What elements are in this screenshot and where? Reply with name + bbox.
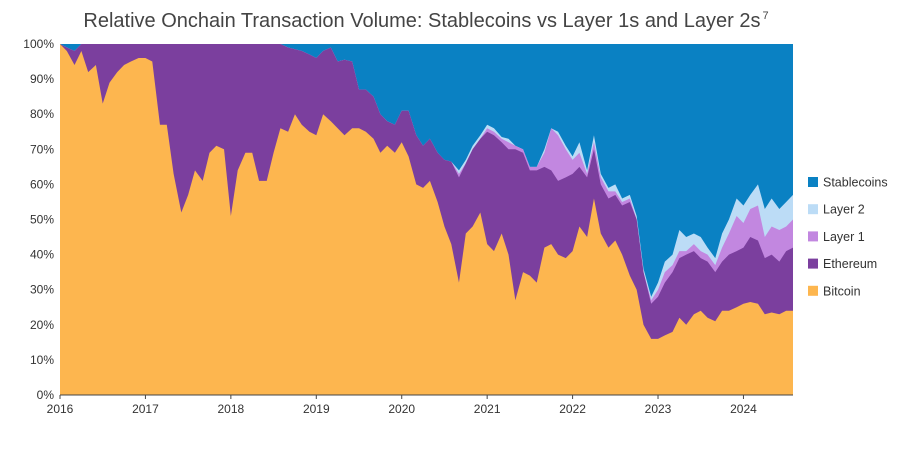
legend-swatch-bitcoin [808, 285, 818, 296]
legend-swatch-ethereum [808, 258, 818, 269]
y-tick-label: 0% [37, 388, 55, 402]
x-tick-label: 2020 [388, 402, 415, 416]
x-tick-label: 2023 [645, 402, 672, 416]
y-tick-label: 10% [30, 353, 54, 367]
area-bitcoin [60, 44, 793, 395]
y-tick-label: 50% [30, 213, 54, 227]
x-tick-label: 2016 [47, 402, 74, 416]
y-tick-label: 70% [30, 142, 54, 156]
legend-swatch-layer-2 [808, 204, 818, 215]
chart-title-text: Relative Onchain Transaction Volume: Sta… [83, 10, 761, 32]
y-tick-label: 30% [30, 283, 54, 297]
legend-label-bitcoin: Bitcoin [823, 284, 861, 298]
axes: 0% 10% 20% 30% 40% 50% 60% 70% 80% 90% 100% 2016 201… [23, 37, 793, 416]
x-tick-label: 2017 [132, 402, 159, 416]
legend-label-ethereum: Ethereum [823, 257, 877, 271]
chart-title: Relative Onchain Transaction Volume: Sta… [0, 10, 852, 33]
legend-label-layer-2: Layer 2 [823, 203, 865, 217]
y-tick-label: 90% [30, 72, 54, 86]
x-tick-label: 2019 [303, 402, 330, 416]
y-tick-label: 80% [30, 107, 54, 121]
y-tick-label: 100% [23, 37, 54, 51]
area-layers [60, 44, 793, 395]
legend-swatch-layer-1 [808, 231, 818, 242]
x-tick-label: 2021 [474, 402, 501, 416]
y-tick-label: 60% [30, 177, 54, 191]
legend-swatch-stablecoins [808, 177, 818, 187]
y-tick-label: 20% [30, 318, 54, 332]
x-tick-label: 2022 [559, 402, 586, 416]
legend-label-stablecoins: Stablecoins [823, 176, 888, 190]
x-tick-label: 2018 [218, 402, 245, 416]
y-tick-label: 40% [30, 248, 54, 262]
x-tick-label: 2024 [730, 402, 757, 416]
legend-label-layer-1: Layer 1 [823, 230, 865, 244]
legend: Stablecoins Layer 2 Layer 1 Ethereum Bitcoin [808, 176, 888, 298]
title-footnote: 7 [762, 10, 769, 23]
